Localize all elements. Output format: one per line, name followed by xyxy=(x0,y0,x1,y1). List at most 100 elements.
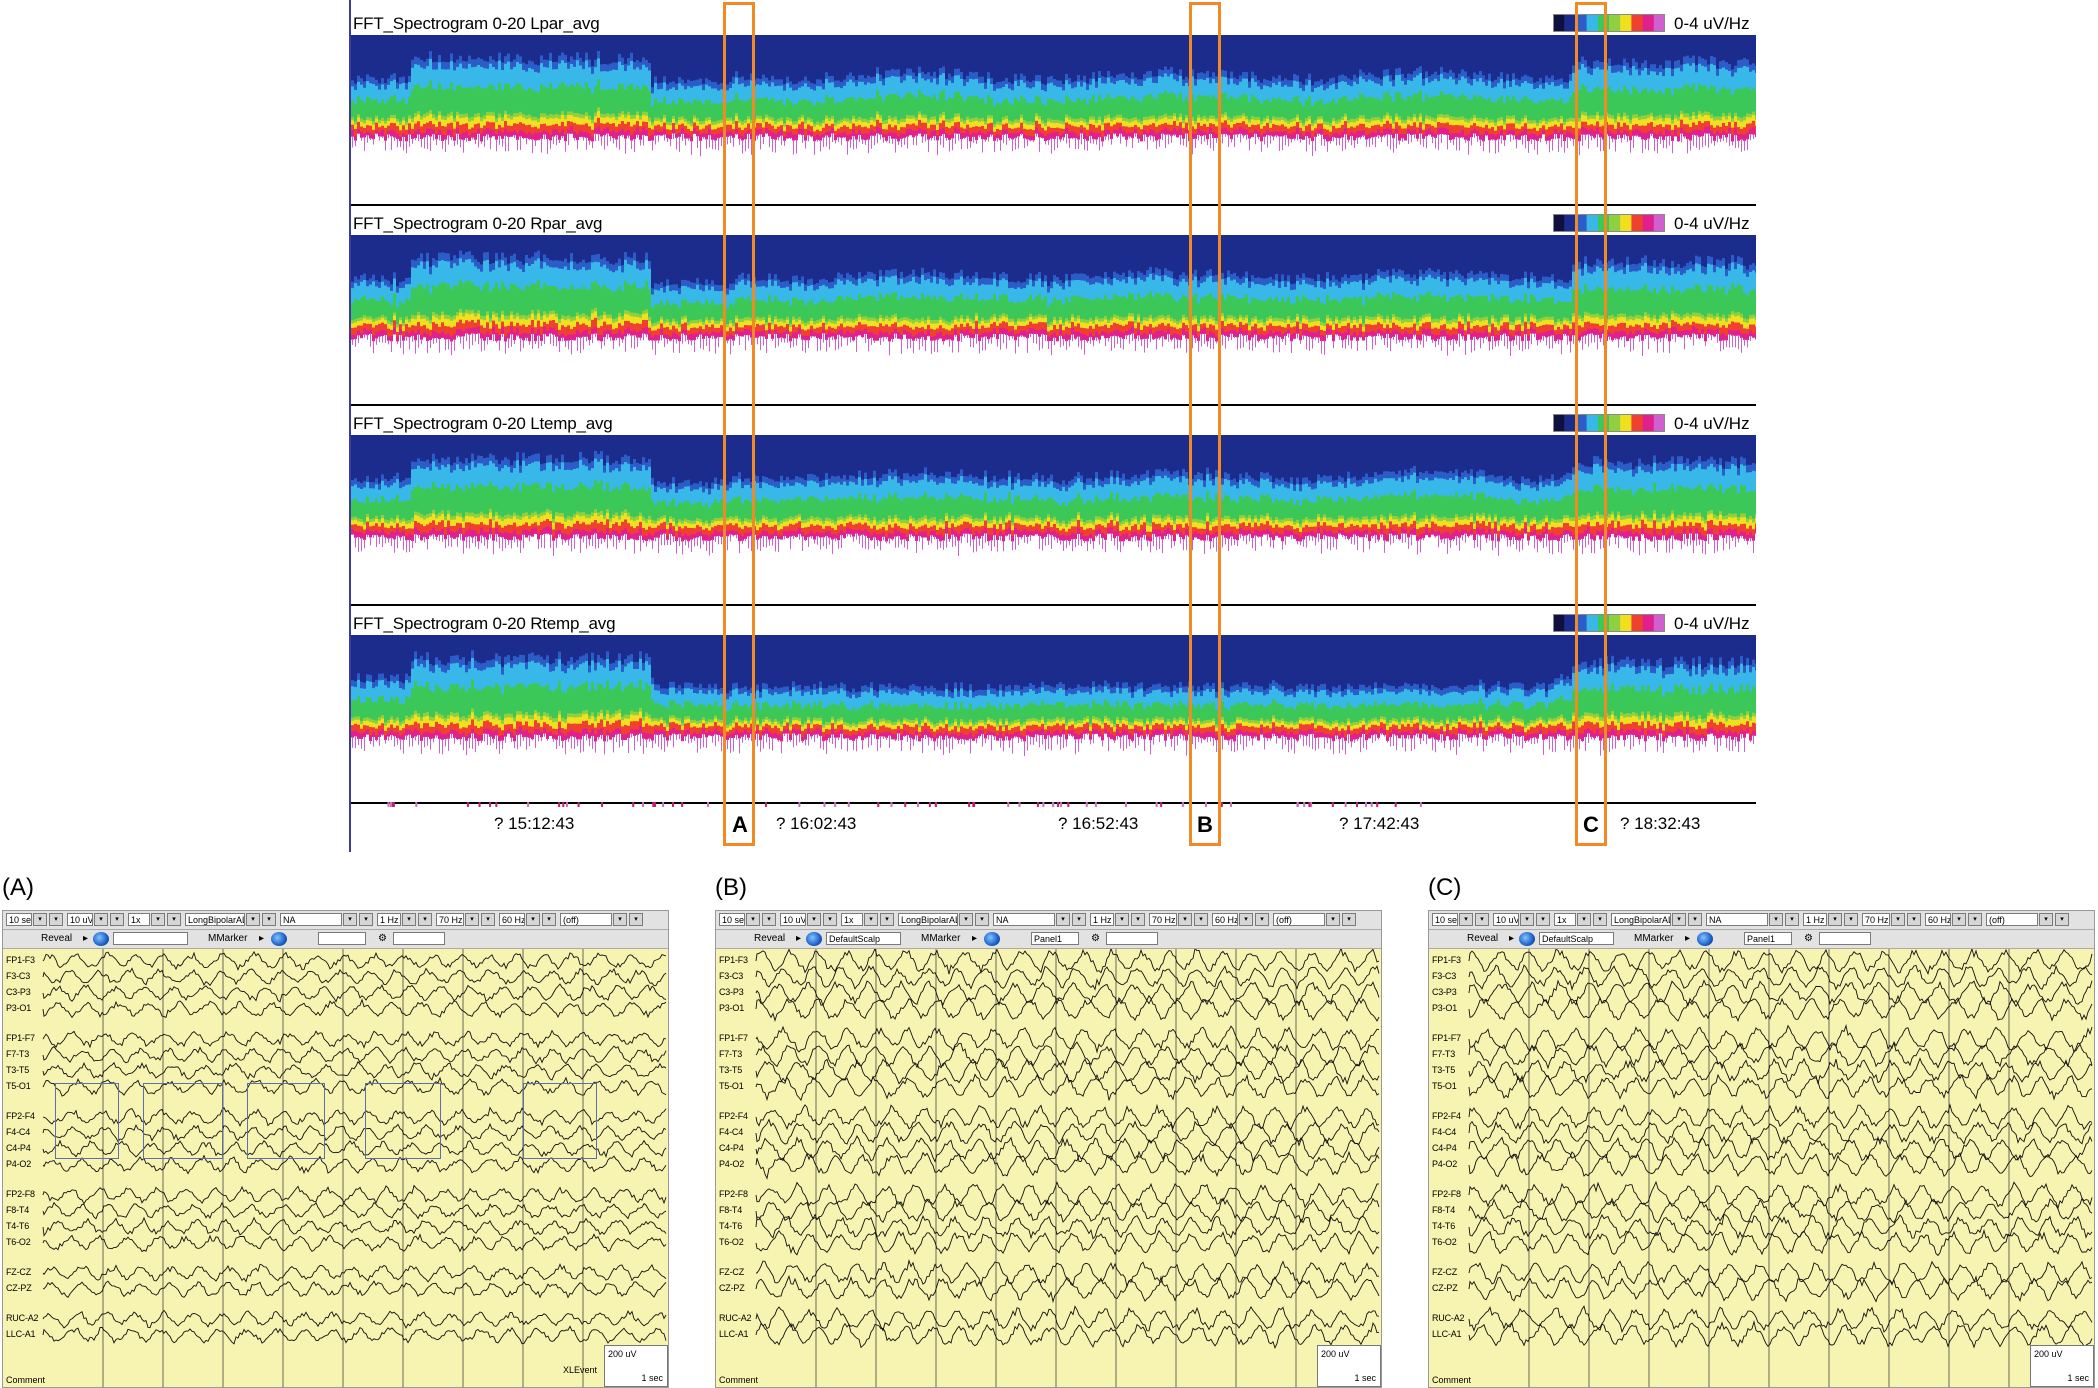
spectrogram-cell xyxy=(366,97,369,118)
spectrogram-cell xyxy=(483,88,486,115)
spectrogram-tail xyxy=(1051,138,1052,154)
spectrogram-cell xyxy=(1386,128,1389,134)
spectrogram-cell xyxy=(1344,35,1347,76)
spectrogram-cell xyxy=(1179,35,1182,70)
spectrogram-cell xyxy=(1107,123,1110,131)
spectrogram-cell xyxy=(363,315,366,319)
spectrogram-column xyxy=(1554,35,1557,139)
spectrogram-cell xyxy=(999,103,1002,122)
spectrogram-cell xyxy=(1749,123,1752,129)
spectrogram-cell xyxy=(402,303,405,323)
spectrogram-tail xyxy=(1075,138,1076,149)
spectrogram-cell xyxy=(1290,122,1293,127)
spectrogram-cell xyxy=(816,86,819,102)
spectrogram-cell xyxy=(510,69,513,89)
spectrogram-cell xyxy=(1509,35,1512,81)
spectrogram-cell xyxy=(717,35,720,85)
spectrogram-cell xyxy=(888,119,891,125)
spectrogram-cell xyxy=(1251,78,1254,95)
spectrogram-cell xyxy=(651,129,654,135)
spectrogram-cell xyxy=(1386,92,1389,113)
spectrogram-cell xyxy=(1611,115,1614,119)
spectrogram-column xyxy=(846,35,849,155)
spectrogram-cell xyxy=(1080,125,1083,130)
spectrogram-cell xyxy=(1698,130,1701,137)
spectrogram-cell xyxy=(915,121,918,126)
spectrogram-cell xyxy=(471,59,474,67)
spectrogram-cell xyxy=(1245,95,1248,116)
spectrogram-cell xyxy=(798,101,801,118)
spectrogram-cell xyxy=(510,89,513,116)
spectrogram-cell xyxy=(1032,125,1035,130)
spectrogram-cell xyxy=(1251,95,1254,117)
spectrogram-cell xyxy=(1392,124,1395,129)
spectrogram-cell xyxy=(1353,35,1356,75)
spectrogram-tail xyxy=(991,134,992,136)
spectrogram-cell xyxy=(1182,128,1185,134)
spectrogram-cell xyxy=(984,124,987,129)
spectrogram-cell xyxy=(351,130,354,137)
spectrogram-cell xyxy=(1425,115,1428,119)
spectrogram-cell xyxy=(1110,134,1113,139)
spectrogram-cell xyxy=(1440,123,1443,128)
spectrogram-cell xyxy=(1326,130,1329,135)
spectrogram-cell xyxy=(642,65,645,85)
spectrogram-cell xyxy=(687,124,690,129)
spectrogram-cell xyxy=(396,89,399,103)
spectrogram-cell xyxy=(1086,35,1089,84)
spectrogram-cell xyxy=(897,96,900,121)
spectrogram-cell xyxy=(375,119,378,124)
spectrogram-column xyxy=(1521,35,1524,145)
spectrogram-cell xyxy=(1041,120,1044,124)
spectrogram-cell xyxy=(1290,127,1293,134)
spectrogram-cell xyxy=(837,87,840,103)
spectrogram-cell xyxy=(1257,80,1260,87)
spectrogram-cell xyxy=(1425,130,1428,136)
spectrogram-column xyxy=(1326,35,1329,152)
spectrogram-cell xyxy=(612,123,615,131)
spectrogram-tail xyxy=(1651,133,1652,136)
spectrogram-column xyxy=(1446,35,1449,149)
spectrogram-tail xyxy=(802,135,803,143)
spectrogram-cell xyxy=(942,115,945,121)
spectrogram-cell xyxy=(1176,118,1179,122)
spectrogram-cell xyxy=(660,83,663,90)
spectrogram-column xyxy=(1185,35,1188,147)
spectrogram-cell xyxy=(1053,85,1056,101)
spectrogram-cell xyxy=(603,129,606,136)
spectrogram-cell xyxy=(1344,114,1347,118)
spectrogram-column xyxy=(972,35,975,143)
spectrogram-cell xyxy=(990,98,993,116)
spectrogram-column xyxy=(678,35,681,152)
spectrogram-column xyxy=(360,35,363,141)
spectrogram-cell xyxy=(534,127,537,133)
spectrogram-cell xyxy=(1380,122,1383,127)
spectrogram-cell xyxy=(480,59,483,67)
spectrogram-cell xyxy=(1488,81,1491,99)
spectrogram-tail xyxy=(1054,138,1055,150)
spectrogram-cell xyxy=(1710,85,1713,115)
spectrogram-cell xyxy=(933,72,936,79)
spectrogram-column xyxy=(1515,35,1518,148)
spectrogram-tail xyxy=(1381,136,1382,142)
spectrogram-cell xyxy=(1113,117,1116,121)
spectrogram-cell xyxy=(1443,94,1446,115)
spectrogram-cell xyxy=(1551,75,1554,82)
spectrogram-cell xyxy=(516,62,519,84)
spectrogram-cell xyxy=(1041,124,1044,129)
spectrogram-cell xyxy=(1071,132,1074,138)
spectrogram-cell xyxy=(1059,120,1062,124)
spectrogram-cell xyxy=(1071,126,1074,133)
spectrogram-cell xyxy=(423,35,426,62)
spectrogram-cell xyxy=(1281,35,1284,81)
spectrogram-cell xyxy=(1179,129,1182,136)
spectrogram-column xyxy=(1755,35,1756,146)
spectrogram-cell xyxy=(1296,81,1299,96)
spectrogram-cell xyxy=(549,35,552,53)
spectrogram-cell xyxy=(1635,70,1638,90)
spectrogram-cell xyxy=(1464,127,1467,136)
spectrogram-column xyxy=(402,35,405,150)
spectrogram-cell xyxy=(1455,117,1458,121)
spectrogram-cell xyxy=(1020,115,1023,119)
spectrogram-cell xyxy=(1449,77,1452,95)
